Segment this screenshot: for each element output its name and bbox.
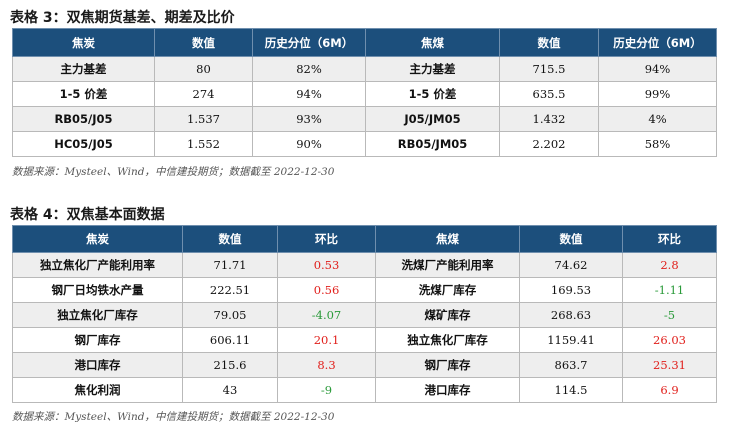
row-label: HC05/J05 (12, 131, 155, 157)
row-label: 钢厂库存 (375, 352, 520, 378)
change-cell: 26.03 (622, 327, 717, 353)
table-cell: 90% (252, 131, 366, 157)
row-label: 1-5 价差 (12, 81, 155, 107)
table-cell: 274 (154, 81, 253, 107)
basis-spread-ratio-table: 焦炭 数值 历史分位（6M） 焦煤 数值 历史分位（6M） 主力基差 80 82… (12, 28, 717, 157)
table-cell: 169.53 (519, 277, 623, 303)
change-cell: -4.07 (277, 302, 376, 328)
table-cell: 222.51 (182, 277, 278, 303)
table-row: 港口库存 215.6 8.3 钢厂库存 863.7 25.31 (12, 352, 717, 378)
table-cell: 43 (182, 377, 278, 403)
change-cell: 8.3 (277, 352, 376, 378)
change-cell: 6.9 (622, 377, 717, 403)
table-cell: 606.11 (182, 327, 278, 353)
table-cell: 94% (598, 56, 717, 82)
table-cell: 215.6 (182, 352, 278, 378)
table-row: HC05/J05 1.552 90% RB05/JM05 2.202 58% (12, 131, 717, 157)
table-cell: 79.05 (182, 302, 278, 328)
row-label: RB05/JM05 (365, 131, 500, 157)
table-row: 钢厂库存 606.11 20.1 独立焦化厂库存 1159.41 26.03 (12, 327, 717, 353)
change-cell: -9 (277, 377, 376, 403)
table-cell: 268.63 (519, 302, 623, 328)
row-label: 主力基差 (365, 56, 500, 82)
table-cell: 1.552 (154, 131, 253, 157)
column-header: 数值 (182, 225, 278, 253)
table-4-caption: 表格 4：双焦基本面数据 (10, 207, 165, 223)
row-label: 洗煤厂库存 (375, 277, 520, 303)
table-cell: 71.71 (182, 252, 278, 278)
row-label: 独立焦化厂库存 (12, 302, 183, 328)
row-label: 钢厂日均铁水产量 (12, 277, 183, 303)
column-header: 历史分位（6M） (598, 28, 717, 57)
change-cell: -1.11 (622, 277, 717, 303)
table-row: 1-5 价差 274 94% 1-5 价差 635.5 99% (12, 81, 717, 107)
table-cell: 4% (598, 106, 717, 132)
change-cell: 0.56 (277, 277, 376, 303)
table-cell: 80 (154, 56, 253, 82)
column-header: 焦炭 (12, 225, 183, 253)
column-header: 数值 (499, 28, 599, 57)
table-cell: 1.432 (499, 106, 599, 132)
table-cell: 82% (252, 56, 366, 82)
table-cell: 99% (598, 81, 717, 107)
column-header: 焦炭 (12, 28, 155, 57)
table-cell: 93% (252, 106, 366, 132)
column-header: 数值 (519, 225, 623, 253)
row-label: 港口库存 (12, 352, 183, 378)
table-3-caption: 表格 3：双焦期货基差、期差及比价 (10, 10, 235, 26)
row-label: 煤矿库存 (375, 302, 520, 328)
change-cell: 0.53 (277, 252, 376, 278)
table-row: 焦化利润 43 -9 港口库存 114.5 6.9 (12, 377, 717, 403)
table-4-source-note: 数据来源：Mysteel、Wind，中信建投期货；数据截至 2022-12-30 (12, 411, 335, 423)
change-cell: 20.1 (277, 327, 376, 353)
table-cell: 1.537 (154, 106, 253, 132)
table-cell: 94% (252, 81, 366, 107)
row-label: RB05/J05 (12, 106, 155, 132)
table-row: 主力基差 80 82% 主力基差 715.5 94% (12, 56, 717, 82)
row-label: 主力基差 (12, 56, 155, 82)
row-label: J05/JM05 (365, 106, 500, 132)
row-label: 港口库存 (375, 377, 520, 403)
change-cell: 2.8 (622, 252, 717, 278)
column-header: 环比 (277, 225, 376, 253)
column-header: 环比 (622, 225, 717, 253)
table-cell: 863.7 (519, 352, 623, 378)
table-cell: 58% (598, 131, 717, 157)
table-row: 独立焦化厂产能利用率 71.71 0.53 洗煤厂产能利用率 74.62 2.8 (12, 252, 717, 278)
row-label: 洗煤厂产能利用率 (375, 252, 520, 278)
table-cell: 114.5 (519, 377, 623, 403)
row-label: 独立焦化厂库存 (375, 327, 520, 353)
table-row: RB05/J05 1.537 93% J05/JM05 1.432 4% (12, 106, 717, 132)
row-label: 1-5 价差 (365, 81, 500, 107)
fundamentals-table: 焦炭 数值 环比 焦煤 数值 环比 独立焦化厂产能利用率 71.71 0.53 … (12, 225, 717, 403)
table-3-source-note: 数据来源：Mysteel、Wind，中信建投期货；数据截至 2022-12-30 (12, 166, 335, 178)
column-header: 焦煤 (365, 28, 500, 57)
table-cell: 1159.41 (519, 327, 623, 353)
column-header: 历史分位（6M） (252, 28, 366, 57)
change-cell: 25.31 (622, 352, 717, 378)
column-header: 焦煤 (375, 225, 520, 253)
table-header-row: 焦炭 数值 环比 焦煤 数值 环比 (12, 225, 717, 253)
table-cell: 715.5 (499, 56, 599, 82)
table-row: 钢厂日均铁水产量 222.51 0.56 洗煤厂库存 169.53 -1.11 (12, 277, 717, 303)
row-label: 焦化利润 (12, 377, 183, 403)
change-cell: -5 (622, 302, 717, 328)
row-label: 独立焦化厂产能利用率 (12, 252, 183, 278)
table-header-row: 焦炭 数值 历史分位（6M） 焦煤 数值 历史分位（6M） (12, 28, 717, 57)
column-header: 数值 (154, 28, 253, 57)
row-label: 钢厂库存 (12, 327, 183, 353)
table-row: 独立焦化厂库存 79.05 -4.07 煤矿库存 268.63 -5 (12, 302, 717, 328)
table-cell: 635.5 (499, 81, 599, 107)
table-cell: 2.202 (499, 131, 599, 157)
table-cell: 74.62 (519, 252, 623, 278)
